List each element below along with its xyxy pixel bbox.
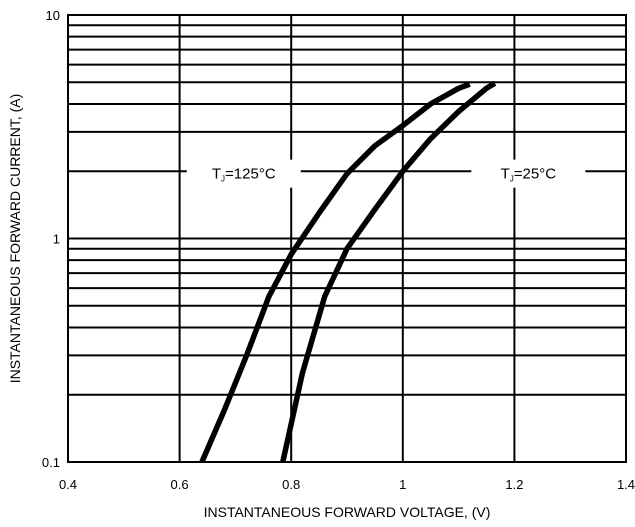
series-curve-2 — [280, 80, 497, 463]
y-tick-label: 10 — [46, 8, 60, 23]
x-tick-label: 1.2 — [505, 477, 523, 492]
annotation-background — [186, 159, 301, 188]
y-tick-label: 0.1 — [42, 455, 60, 470]
x-tick-label: 1 — [399, 477, 406, 492]
x-axis-title: INSTANTANEOUS FORWARD VOLTAGE, (V) — [204, 504, 491, 520]
annotation-layer: TJ=125°C TJ=25°C — [186, 159, 586, 188]
annotation-label-1: TJ=125°C — [212, 166, 276, 184]
y-axis-title: INSTANTANEOUS FORWARD CURRENT, (A) — [7, 94, 23, 384]
curve-layer — [199, 80, 497, 464]
annotation-background — [471, 159, 586, 188]
x-tick-label: 1.4 — [617, 477, 635, 492]
x-tick-label: 0.4 — [59, 477, 77, 492]
series-curve-1 — [199, 81, 471, 464]
tick-label-layer: 0.4 0.6 0.8 1 1.2 1.4 0.1 1 10 — [42, 8, 635, 492]
grid-layer — [68, 15, 626, 462]
y-tick-label: 1 — [53, 232, 60, 247]
x-tick-label: 0.8 — [282, 477, 300, 492]
plot-frame — [67, 14, 627, 463]
annotation-label-2: TJ=25°C — [501, 166, 557, 184]
x-tick-label: 0.6 — [171, 477, 189, 492]
